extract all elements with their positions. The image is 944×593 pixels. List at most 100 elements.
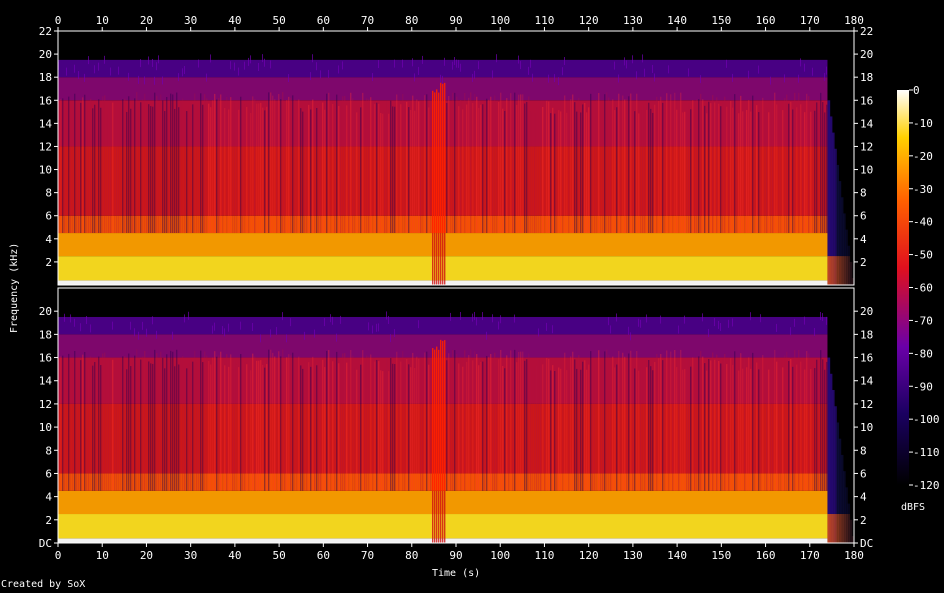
y-tick-label-right: 12 [860,140,873,153]
y-tick-label-left: 20 [39,305,52,318]
x-tick-label-top: 40 [228,14,241,27]
x-tick-label-top: 60 [317,14,330,27]
x-tick-label-top: 10 [96,14,109,27]
x-tick-label-top: 130 [623,14,643,27]
y-tick-label-left: 4 [45,491,52,504]
credit-label: Created by SoX [1,579,86,590]
spectral-texture [58,54,828,285]
y-tick-label-right: DC [860,537,873,550]
colorbar-tick-label: -90 [913,380,933,393]
y-tick-label-right: 16 [860,94,873,107]
x-tick-label-top: 30 [184,14,197,27]
colorbar-tick-label: 0 [913,84,920,97]
colorbar-tick-label: -40 [913,216,933,229]
y-tick-label-right: 2 [860,256,867,269]
colorbar-tick-label: -50 [913,249,933,262]
channel-panel-2 [57,287,855,544]
y-tick-label-left: 4 [45,233,52,246]
y-tick-label-left: 14 [39,375,53,388]
x-tick-label-bottom: 70 [361,549,374,562]
x-tick-label-bottom: 170 [800,549,820,562]
x-tick-label-bottom: 30 [184,549,197,562]
colorbar-tick-label: -20 [913,150,933,163]
x-tick-label-bottom: 10 [96,549,109,562]
y-tick-label-right: 16 [860,352,873,365]
y-tick-label-left: 2 [45,514,52,527]
x-tick-label-bottom: 60 [317,549,330,562]
y-tick-label-right: 8 [860,187,867,200]
y-tick-label-right: 20 [860,48,873,61]
y-tick-label-right: 4 [860,233,867,246]
y-tick-label-left: 12 [39,398,52,411]
y-tick-label-left: 22 [39,25,52,38]
y-tick-label-right: 12 [860,398,873,411]
x-tick-label-top: 20 [140,14,153,27]
y-tick-label-left: 8 [45,444,52,457]
colorbar-tick-label: -100 [913,413,940,426]
y-tick-label-left: 20 [39,48,52,61]
y-tick-label-right: 18 [860,71,873,84]
x-tick-label-bottom: 140 [667,549,687,562]
y-tick-label-right: 18 [860,328,873,341]
y-tick-label-right: 6 [860,467,867,480]
y-tick-label-right: 8 [860,444,867,457]
colorbar [897,90,909,485]
y-tick-label-left: 10 [39,164,52,177]
x-tick-label-top: 90 [449,14,462,27]
y-tick-label-left: DC [39,537,52,550]
colorbar-tick-label: -60 [913,282,933,295]
x-tick-label-bottom: 0 [55,549,62,562]
x-tick-label-bottom: 100 [490,549,510,562]
spectrum-band [58,316,828,335]
y-tick-label-left: 10 [39,421,52,434]
x-tick-label-bottom: 130 [623,549,643,562]
x-tick-label-bottom: 120 [579,549,599,562]
y-tick-label-right: 10 [860,164,873,177]
x-tick-label-bottom: 150 [711,549,731,562]
x-tick-label-top: 180 [844,14,864,27]
x-tick-label-bottom: 50 [272,549,285,562]
y-tick-label-left: 8 [45,187,52,200]
colorbar-tick-label: -10 [913,117,933,130]
y-tick-label-left: 18 [39,328,52,341]
x-tick-label-top: 50 [272,14,285,27]
x-tick-label-bottom: 20 [140,549,153,562]
channel-panel-1 [57,30,855,286]
colorbar-tick-label: -80 [913,347,933,360]
fade-out-tail [827,357,855,543]
colorbar-tick-label: -30 [913,183,933,196]
x-tick-label-top: 70 [361,14,374,27]
x-tick-label-top: 0 [55,14,62,27]
y-tick-label-right: 14 [860,117,874,130]
y-tick-label-left: 16 [39,352,52,365]
y-tick-label-left: 6 [45,210,52,223]
x-tick-label-bottom: 80 [405,549,418,562]
y-tick-label-right: 10 [860,421,873,434]
x-tick-label-top: 160 [756,14,776,27]
x-tick-label-bottom: 40 [228,549,241,562]
x-tick-label-bottom: 90 [449,549,462,562]
y-tick-label-right: 2 [860,514,867,527]
y-axis-label: Frequency (kHz) [9,242,20,333]
y-tick-label-right: 20 [860,305,873,318]
x-tick-label-top: 150 [711,14,731,27]
y-tick-label-left: 2 [45,256,52,269]
spectral-texture [58,311,828,543]
x-tick-label-bottom: 110 [535,549,555,562]
x-axis-label: Time (s) [432,568,481,579]
x-tick-label-top: 140 [667,14,687,27]
colorbar-tick-label: -70 [913,314,933,327]
y-tick-label-left: 6 [45,467,52,480]
y-tick-label-left: 18 [39,71,52,84]
x-tick-label-top: 110 [535,14,555,27]
y-tick-label-left: 12 [39,140,52,153]
y-tick-label-left: 16 [39,94,52,107]
x-tick-label-top: 120 [579,14,599,27]
colorbar-tick-label: -120 [913,479,940,492]
x-tick-label-top: 100 [490,14,510,27]
y-tick-label-right: 22 [860,25,873,38]
y-tick-label-left: 14 [39,117,53,130]
fade-out-tail [827,100,855,285]
y-tick-label-right: 4 [860,491,867,504]
